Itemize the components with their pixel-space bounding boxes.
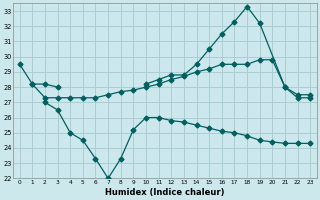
X-axis label: Humidex (Indice chaleur): Humidex (Indice chaleur) xyxy=(105,188,225,197)
